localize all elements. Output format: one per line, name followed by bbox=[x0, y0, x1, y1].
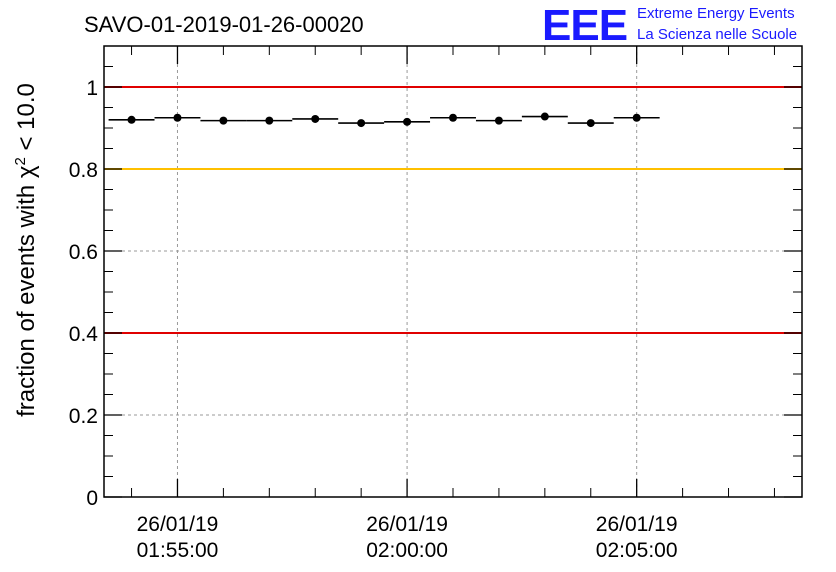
plot-frame bbox=[103, 45, 803, 498]
x-tick-label-date-0: 26/01/19 bbox=[137, 513, 219, 536]
plot-border bbox=[103, 45, 803, 498]
logo-line-1: Extreme Energy Events bbox=[637, 5, 795, 22]
data-series bbox=[108, 112, 660, 128]
y-tick-label-1: 0.2 bbox=[69, 405, 98, 428]
y-axis-label-main: fraction of events with χ bbox=[13, 165, 40, 417]
data-point-11 bbox=[632, 113, 641, 122]
data-point-9 bbox=[540, 112, 549, 121]
y-axis-label: fraction of events with χ2 < 10.0 bbox=[12, 83, 40, 417]
grid bbox=[104, 46, 802, 497]
data-point-10 bbox=[586, 119, 595, 128]
y-tick-label-5: 1 bbox=[86, 77, 98, 100]
axis-ticks: 0 0.2 0.4 0.6 0.8 1 26/01/19 01:55:00 26/01/19 02… bbox=[69, 46, 802, 562]
data-point-4 bbox=[311, 114, 320, 123]
y-axis-label-superscript: 2 bbox=[12, 157, 29, 165]
x-tick-label-date-2: 26/01/19 bbox=[596, 513, 678, 536]
x-tick-label-time-1: 02:00:00 bbox=[366, 539, 448, 562]
data-point-6 bbox=[403, 117, 412, 126]
logo-line-2: La Scienza nelle Scuole bbox=[637, 26, 797, 43]
data-point-3 bbox=[265, 116, 274, 125]
x-tick-label-date-1: 26/01/19 bbox=[366, 513, 448, 536]
x-tick-label-time-0: 01:55:00 bbox=[137, 539, 219, 562]
eee-logo-mark: EEE bbox=[542, 1, 627, 50]
y-axis-label-suffix: < 10.0 bbox=[13, 83, 40, 157]
data-point-8 bbox=[494, 116, 503, 125]
eee-logo: EEE Extreme Energy Events La Scienza nel… bbox=[542, 1, 797, 50]
y-tick-label-4: 0.8 bbox=[69, 159, 98, 182]
x-tick-label-time-2: 02:05:00 bbox=[596, 539, 678, 562]
data-point-7 bbox=[449, 113, 457, 122]
data-point-1 bbox=[173, 113, 182, 122]
reference-lines bbox=[104, 86, 802, 334]
y-tick-label-3: 0.6 bbox=[69, 241, 98, 264]
data-point-5 bbox=[357, 119, 366, 128]
chart-title: SAVO-01-2019-01-26-00020 bbox=[84, 12, 364, 37]
y-tick-label-0: 0 bbox=[86, 487, 98, 510]
data-point-0 bbox=[127, 115, 136, 124]
data-point-2 bbox=[219, 116, 228, 125]
y-tick-label-2: 0.4 bbox=[69, 323, 99, 346]
